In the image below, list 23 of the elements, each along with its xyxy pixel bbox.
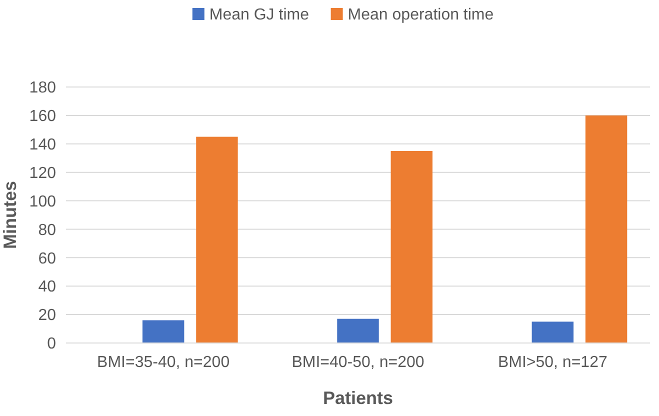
y-tick-label: 100 xyxy=(29,193,56,210)
x-tick-label: BMI=40-50, n=200 xyxy=(292,354,424,371)
y-tick-label: 160 xyxy=(29,108,56,126)
bar xyxy=(142,320,184,343)
y-tick-label: 40 xyxy=(38,278,56,296)
legend-label: Mean operation time xyxy=(348,6,494,24)
x-tick-label: BMI>50, n=127 xyxy=(498,354,608,371)
y-tick-label: 120 xyxy=(29,164,56,182)
legend-label: Mean GJ time xyxy=(209,6,310,24)
y-tick-label: 80 xyxy=(38,222,56,239)
x-axis-title: Patients xyxy=(322,388,394,408)
bar xyxy=(337,318,379,343)
y-tick-label: 140 xyxy=(29,136,56,154)
bar xyxy=(585,115,628,343)
y-tick-label: 180 xyxy=(29,80,56,97)
x-tick-label: BMI=35-40, n=200 xyxy=(97,354,230,371)
bar xyxy=(532,322,574,343)
y-tick-label: 20 xyxy=(38,307,56,324)
y-tick-label: 60 xyxy=(38,250,56,268)
bar xyxy=(196,136,238,343)
bar xyxy=(390,151,432,343)
y-axis-title: Minutes xyxy=(0,180,20,250)
y-tick-label: 0 xyxy=(47,336,56,353)
